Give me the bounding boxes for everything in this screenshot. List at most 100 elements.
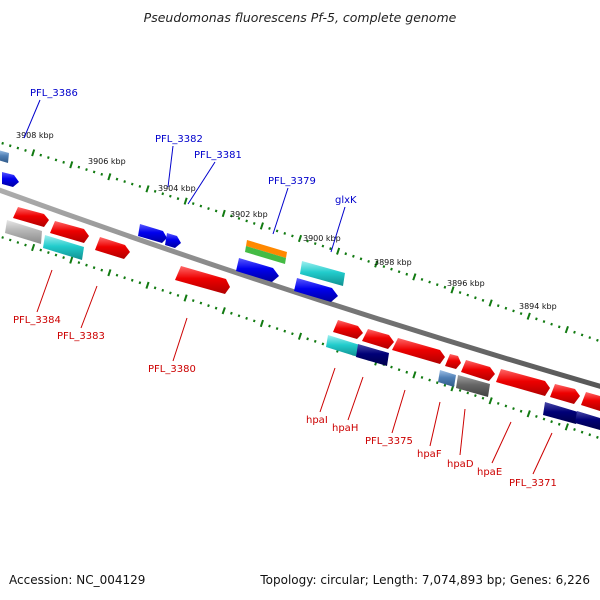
scale-tick xyxy=(397,270,401,274)
scale-tick xyxy=(588,336,592,340)
gene-arrow[interactable] xyxy=(461,360,495,381)
scale-tick xyxy=(519,312,523,316)
scale-tick xyxy=(557,325,561,329)
scale-tick xyxy=(207,304,210,308)
scale-tick xyxy=(8,144,12,148)
scale-tick xyxy=(412,273,417,281)
gene-arrow[interactable] xyxy=(575,411,600,430)
scale-tick xyxy=(107,173,112,181)
scale-tick xyxy=(259,319,264,328)
scale-tick xyxy=(405,370,409,374)
gene-label[interactable]: PFL_3379 xyxy=(268,176,316,187)
scale-tick xyxy=(504,306,508,310)
scale-tick xyxy=(230,214,233,218)
scale-tick xyxy=(16,241,20,244)
gene-arrow[interactable] xyxy=(0,150,9,163)
scale-tick xyxy=(85,263,88,267)
scale-tick xyxy=(100,172,104,176)
genome-summary-text: Topology: circular; Length: 7,074,893 bp… xyxy=(260,573,590,587)
gene-arrow[interactable] xyxy=(43,235,84,260)
scale-tick xyxy=(245,316,248,320)
scale-tick xyxy=(62,160,65,164)
scale-tick xyxy=(291,332,294,336)
scale-tick xyxy=(100,268,104,272)
gene-arrow[interactable] xyxy=(333,320,363,339)
gene-arrow[interactable] xyxy=(496,369,550,396)
gene-arrow[interactable] xyxy=(543,402,578,424)
scale-tick xyxy=(283,232,287,235)
scale-tick xyxy=(359,257,363,261)
gene-arrow[interactable] xyxy=(165,233,181,248)
gene-arrow[interactable] xyxy=(246,240,287,258)
gene-label[interactable]: hpaD xyxy=(447,459,474,470)
gene-arrow[interactable] xyxy=(5,220,42,244)
scale-tick xyxy=(138,281,142,285)
scale-tick xyxy=(214,306,218,310)
gene-label[interactable]: PFL_3382 xyxy=(155,134,203,145)
scale-tick xyxy=(526,410,531,418)
scale-tick xyxy=(512,407,515,411)
scale-tick xyxy=(130,278,134,282)
gene-arrow[interactable] xyxy=(445,354,461,369)
gene-label[interactable]: hpaE xyxy=(477,467,502,478)
scale-tick xyxy=(153,286,157,290)
gene-arrow[interactable] xyxy=(50,221,89,243)
gene-arrow[interactable] xyxy=(438,370,456,387)
gene-features xyxy=(0,150,600,430)
gene-label[interactable]: PFL_3381 xyxy=(194,150,242,161)
scale-tick xyxy=(382,265,386,269)
scale-tick xyxy=(297,332,303,340)
gene-label[interactable]: hpaI xyxy=(306,415,328,426)
gene-label[interactable]: PFL_3371 xyxy=(509,478,557,489)
gene-arrow[interactable] xyxy=(550,384,580,404)
gene-arrow[interactable] xyxy=(175,266,230,294)
gene-arrow[interactable] xyxy=(13,207,49,227)
scale-tick xyxy=(1,141,4,145)
gene-arrow[interactable] xyxy=(300,261,345,286)
scale-tick xyxy=(77,165,81,169)
scale-tick xyxy=(39,248,43,252)
gene-arrow[interactable] xyxy=(581,392,600,411)
gene-label[interactable]: hpaH xyxy=(332,423,358,434)
scale-tick xyxy=(474,394,477,398)
gene-arrow[interactable] xyxy=(456,375,490,397)
scale-tick xyxy=(275,327,279,331)
scale-tick xyxy=(443,383,447,387)
scale-tick xyxy=(564,325,569,334)
gene-arrow[interactable] xyxy=(245,246,286,264)
genome-backbone xyxy=(0,187,600,389)
gene-arrow[interactable] xyxy=(95,237,130,259)
gene-arrow[interactable] xyxy=(236,258,279,282)
gene-label[interactable]: glxK xyxy=(335,195,357,206)
scale-label: 3906 kbp xyxy=(88,157,126,166)
gene-arrow[interactable] xyxy=(294,278,338,302)
scale-tick xyxy=(450,286,455,294)
scale-tick xyxy=(183,294,188,302)
gene-arrow[interactable] xyxy=(392,338,445,364)
gene-label[interactable]: PFL_3380 xyxy=(148,364,196,375)
scale-tick xyxy=(550,420,553,424)
scale-tick xyxy=(390,365,393,369)
gene-arrow[interactable] xyxy=(356,344,389,366)
gene-arrow[interactable] xyxy=(362,329,394,349)
scale-tick xyxy=(466,391,470,395)
gene-arrow[interactable] xyxy=(2,172,19,187)
scale-label: 3902 kbp xyxy=(230,210,268,219)
scale-tick xyxy=(169,194,172,198)
gene-label[interactable]: hpaF xyxy=(417,449,442,460)
scale-tick xyxy=(252,222,256,225)
scale-tick xyxy=(542,320,546,324)
reverse-label-lines xyxy=(36,269,553,475)
scale-tick xyxy=(107,269,112,277)
gene-label[interactable]: PFL_3384 xyxy=(13,315,61,326)
scale-tick xyxy=(69,256,74,264)
gene-label[interactable]: PFL_3383 xyxy=(57,331,105,342)
gene-arrow[interactable] xyxy=(138,224,167,243)
scale-tick xyxy=(573,330,576,334)
scale-tick xyxy=(344,252,348,256)
gene-label[interactable]: PFL_3375 xyxy=(365,436,413,447)
gene-arrow[interactable] xyxy=(326,335,360,357)
gene-label[interactable]: PFL_3386 xyxy=(30,88,78,99)
scale-tick xyxy=(31,149,36,157)
